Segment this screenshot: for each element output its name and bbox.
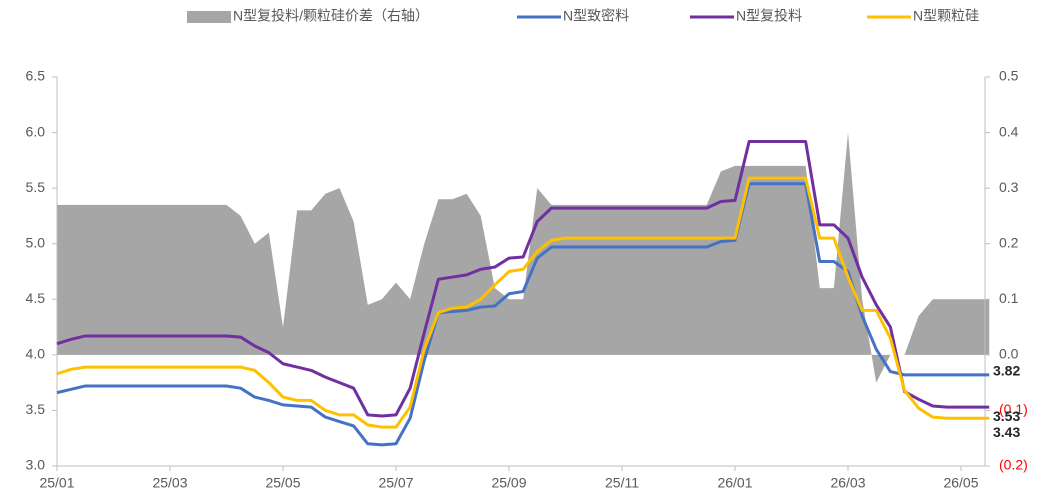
legend-swatch xyxy=(187,11,231,23)
y2-tick-label: 0.2 xyxy=(999,234,1019,250)
y2-tick-label: 0.5 xyxy=(999,68,1019,84)
x-tick-label: 25/01 xyxy=(39,475,74,491)
y2-tick-label: 0.4 xyxy=(999,123,1019,139)
x-tick-label: 25/09 xyxy=(491,475,526,491)
legend-label: N型致密料 xyxy=(563,8,629,24)
x-tick-label: 25/07 xyxy=(378,475,413,491)
y-tick-label: 6.5 xyxy=(26,68,46,84)
x-tick-label: 26/01 xyxy=(717,475,752,491)
price-line xyxy=(56,176,990,429)
price-line xyxy=(56,139,990,418)
end-label: 3.53 xyxy=(993,408,1020,424)
y2-tick-label: 0.1 xyxy=(999,290,1019,306)
legend-label: N型复投料 xyxy=(736,8,802,24)
x-tick-label: 25/03 xyxy=(152,475,187,491)
x-tick-label: 25/11 xyxy=(605,475,639,491)
x-tick-label: 26/05 xyxy=(943,475,978,491)
end-label: 3.43 xyxy=(993,424,1020,440)
y-tick-label: 5.5 xyxy=(26,179,46,195)
y2-tick-label: (0.2) xyxy=(999,457,1028,473)
x-tick-label: 25/05 xyxy=(265,475,300,491)
legend-label: N型复投料/颗粒硅价差（右轴） xyxy=(233,8,429,24)
y-tick-label: 3.0 xyxy=(26,457,46,473)
y2-tick-label: 0.0 xyxy=(999,346,1019,362)
y-tick-label: 4.5 xyxy=(26,290,46,306)
y-tick-label: 6.0 xyxy=(26,123,46,139)
end-label: 3.82 xyxy=(993,363,1020,379)
spread-area xyxy=(57,132,990,383)
price-line xyxy=(56,182,990,447)
y2-tick-label: (0.1) xyxy=(999,401,1028,417)
y-tick-label: 5.0 xyxy=(26,234,46,250)
y-tick-label: 4.0 xyxy=(26,346,46,362)
x-tick-label: 26/03 xyxy=(830,475,865,491)
legend-label: N型颗粒硅 xyxy=(913,8,979,24)
y2-tick-label: 0.3 xyxy=(999,179,1019,195)
y-tick-label: 3.5 xyxy=(26,401,46,417)
